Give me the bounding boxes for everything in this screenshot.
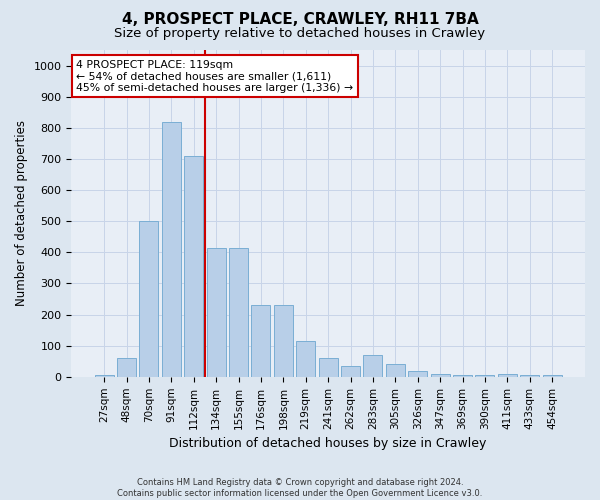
Bar [386, 364, 405, 377]
Bar [162, 122, 181, 377]
Bar [498, 374, 517, 377]
Text: 4 PROSPECT PLACE: 119sqm
← 54% of detached houses are smaller (1,611)
45% of sem: 4 PROSPECT PLACE: 119sqm ← 54% of detach… [76, 60, 353, 93]
Bar [453, 376, 472, 377]
Bar [319, 358, 338, 377]
Bar [229, 248, 248, 377]
Bar [364, 355, 382, 377]
X-axis label: Distribution of detached houses by size in Crawley: Distribution of detached houses by size … [169, 437, 487, 450]
Bar [117, 358, 136, 377]
Bar [95, 376, 113, 377]
Bar [431, 374, 449, 377]
Bar [184, 156, 203, 377]
Text: 4, PROSPECT PLACE, CRAWLEY, RH11 7BA: 4, PROSPECT PLACE, CRAWLEY, RH11 7BA [122, 12, 478, 28]
Y-axis label: Number of detached properties: Number of detached properties [15, 120, 28, 306]
Bar [408, 370, 427, 377]
Text: Size of property relative to detached houses in Crawley: Size of property relative to detached ho… [115, 28, 485, 40]
Bar [206, 248, 226, 377]
Bar [296, 341, 315, 377]
Bar [139, 221, 158, 377]
Bar [520, 376, 539, 377]
Bar [341, 366, 360, 377]
Bar [542, 376, 562, 377]
Bar [251, 305, 271, 377]
Bar [274, 305, 293, 377]
Text: Contains HM Land Registry data © Crown copyright and database right 2024.
Contai: Contains HM Land Registry data © Crown c… [118, 478, 482, 498]
Bar [475, 376, 494, 377]
